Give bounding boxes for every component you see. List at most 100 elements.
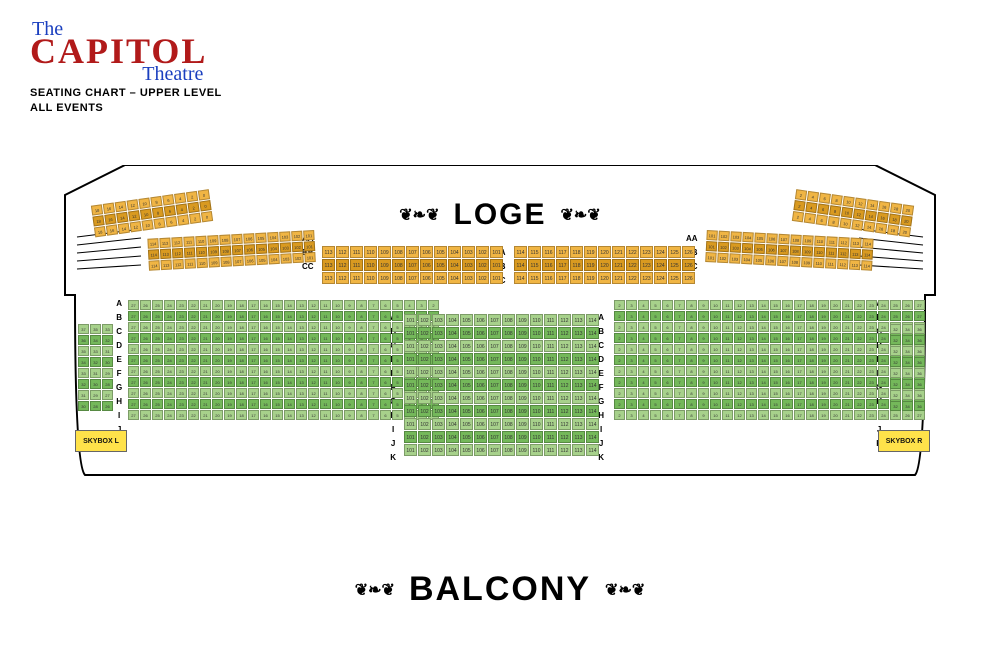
seat[interactable]: 7 [368,377,379,387]
seat[interactable]: 34 [902,357,913,367]
seat[interactable]: 27 [128,322,139,332]
seat[interactable]: 108 [502,431,515,443]
seat[interactable]: 8 [686,322,697,332]
seat[interactable]: 32 [102,335,113,345]
seat[interactable]: 5 [392,300,403,310]
seat[interactable]: 103 [432,353,445,365]
seat[interactable]: 24 [878,388,889,398]
seat[interactable]: 14 [758,366,769,376]
seat[interactable]: 16 [877,212,889,223]
seat[interactable]: 2 [189,213,201,224]
seat[interactable]: 109 [516,392,529,404]
seat[interactable]: 33 [90,346,101,356]
seat[interactable]: 19 [818,399,829,409]
seat[interactable]: 108 [219,234,231,245]
seat[interactable]: 19 [818,366,829,376]
seat[interactable]: 8 [356,344,367,354]
seat[interactable]: 106 [766,233,778,244]
seat[interactable]: 103 [462,246,475,258]
seat[interactable]: 106 [766,244,778,255]
seat[interactable]: 111 [544,431,557,443]
seat[interactable]: 2 [614,355,625,365]
seat[interactable]: 17 [248,388,259,398]
seat[interactable]: 6 [819,193,831,204]
seat[interactable]: 19 [818,377,829,387]
seat[interactable]: 118 [570,272,583,284]
seat[interactable]: 14 [284,355,295,365]
seat[interactable]: 23 [176,388,187,398]
seat[interactable]: 2 [614,333,625,343]
seat[interactable]: 20 [212,377,223,387]
seat[interactable]: 108 [790,234,802,245]
seat[interactable]: 113 [572,431,585,443]
seat[interactable]: 6 [662,311,673,321]
seat[interactable]: 14 [284,322,295,332]
seat[interactable]: 21 [200,377,211,387]
seat[interactable]: 10 [332,344,343,354]
seat[interactable]: 35 [78,346,89,356]
seat[interactable]: 101 [705,252,717,263]
seat[interactable]: 21 [200,410,211,420]
seat[interactable]: 34 [902,335,913,345]
seat[interactable]: 17 [794,355,805,365]
seat[interactable]: 9 [698,322,709,332]
seat[interactable]: 104 [446,379,459,391]
seat[interactable]: 5 [392,366,403,376]
seat[interactable]: 23 [866,333,877,343]
seat[interactable]: 114 [147,238,159,249]
seat[interactable]: 2 [614,399,625,409]
seat[interactable]: 107 [488,418,501,430]
seat[interactable]: 104 [446,353,459,365]
seat[interactable]: 14 [284,388,295,398]
seat[interactable]: 18 [92,215,104,226]
seat[interactable]: 19 [224,355,235,365]
seat[interactable]: 10 [332,388,343,398]
seat[interactable]: 107 [777,256,789,267]
seat[interactable]: 104 [448,259,461,271]
seat[interactable]: 115 [528,259,541,271]
seat[interactable]: 19 [224,377,235,387]
seat[interactable]: 34 [902,324,913,334]
seat[interactable]: 101 [404,418,417,430]
seat[interactable]: 26 [140,322,151,332]
seat[interactable]: 5 [650,344,661,354]
seat[interactable]: 108 [502,327,515,339]
seat[interactable]: 9 [344,366,355,376]
seat[interactable]: 10 [332,333,343,343]
seat[interactable]: 24 [164,410,175,420]
seat[interactable]: 27 [128,333,139,343]
seat[interactable]: 106 [474,327,487,339]
seat[interactable]: 8 [686,355,697,365]
seat[interactable]: 12 [308,377,319,387]
seat[interactable]: 19 [224,344,235,354]
seat[interactable]: 125 [668,259,681,271]
seat[interactable]: 17 [794,344,805,354]
seat[interactable]: 13 [296,366,307,376]
seat[interactable]: 12 [734,410,745,420]
seat[interactable]: 9 [698,300,709,310]
seat[interactable]: 14 [758,355,769,365]
seat[interactable]: 12 [734,399,745,409]
seat[interactable]: 23 [176,355,187,365]
seat[interactable]: 109 [207,235,219,246]
seat[interactable]: 19 [818,333,829,343]
seat[interactable]: 110 [195,236,207,247]
seat[interactable]: 13 [746,377,757,387]
seat[interactable]: 21 [200,311,211,321]
seat[interactable]: 105 [753,255,765,266]
seat[interactable]: 10 [710,311,721,321]
seat[interactable]: 104 [268,254,280,265]
seat[interactable]: 108 [502,444,515,456]
seat[interactable]: 22 [854,300,865,310]
seat[interactable]: 116 [542,272,555,284]
seat[interactable]: 106 [474,392,487,404]
seat[interactable]: 124 [654,272,667,284]
seat[interactable]: 106 [474,444,487,456]
seat[interactable]: 4 [638,333,649,343]
seat[interactable]: 4 [638,366,649,376]
seat[interactable]: 17 [248,355,259,365]
seat[interactable]: 15 [272,322,283,332]
seat[interactable]: 4 [638,311,649,321]
seat[interactable]: 24 [878,366,889,376]
seat[interactable]: 113 [572,340,585,352]
